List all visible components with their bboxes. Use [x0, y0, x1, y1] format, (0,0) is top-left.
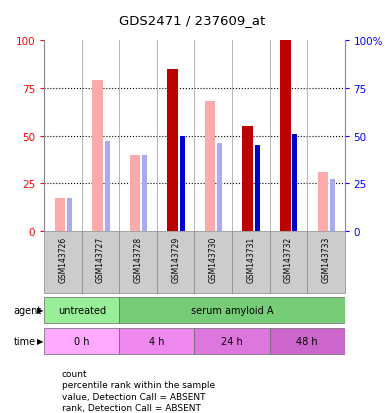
- Text: GDS2471 / 237609_at: GDS2471 / 237609_at: [119, 14, 266, 27]
- Bar: [105, 142, 110, 231]
- Bar: [119, 231, 157, 293]
- Bar: [44, 328, 119, 354]
- Text: 0 h: 0 h: [74, 336, 90, 346]
- Text: 4 h: 4 h: [149, 336, 165, 346]
- Bar: [180, 136, 185, 231]
- Bar: [330, 180, 335, 231]
- Text: time: time: [13, 336, 35, 346]
- Bar: [119, 328, 194, 354]
- Bar: [217, 144, 222, 231]
- Bar: [243, 127, 253, 231]
- Bar: [232, 231, 270, 293]
- Text: ▶: ▶: [37, 306, 43, 315]
- Text: GSM143729: GSM143729: [171, 236, 180, 282]
- Text: serum amyloid A: serum amyloid A: [191, 305, 273, 315]
- Bar: [157, 231, 194, 293]
- Text: value, Detection Call = ABSENT: value, Detection Call = ABSENT: [62, 392, 205, 401]
- Text: ▶: ▶: [37, 337, 43, 346]
- Text: percentile rank within the sample: percentile rank within the sample: [62, 380, 215, 389]
- Text: rank, Detection Call = ABSENT: rank, Detection Call = ABSENT: [62, 403, 201, 412]
- Text: GSM143728: GSM143728: [134, 236, 142, 282]
- Bar: [142, 155, 147, 231]
- Bar: [270, 231, 307, 293]
- Text: 24 h: 24 h: [221, 336, 243, 346]
- Text: 48 h: 48 h: [296, 336, 318, 346]
- Bar: [205, 102, 216, 231]
- Bar: [318, 172, 328, 231]
- Text: GSM143732: GSM143732: [284, 236, 293, 282]
- Bar: [167, 70, 178, 231]
- Text: agent: agent: [13, 305, 42, 315]
- Bar: [67, 199, 72, 231]
- Text: GSM143730: GSM143730: [209, 236, 218, 282]
- Text: GSM143733: GSM143733: [321, 236, 330, 282]
- Text: GSM143726: GSM143726: [59, 236, 67, 282]
- Text: count: count: [62, 369, 87, 378]
- Bar: [44, 231, 82, 293]
- Text: untreated: untreated: [58, 305, 106, 315]
- Bar: [119, 297, 345, 323]
- Text: GSM143727: GSM143727: [96, 236, 105, 282]
- Bar: [130, 155, 141, 231]
- Bar: [44, 297, 119, 323]
- Bar: [55, 199, 65, 231]
- Bar: [307, 231, 345, 293]
- Bar: [280, 41, 291, 231]
- Bar: [292, 134, 297, 231]
- Bar: [92, 81, 103, 231]
- Bar: [82, 231, 119, 293]
- Bar: [270, 328, 345, 354]
- Bar: [194, 231, 232, 293]
- Text: GSM143731: GSM143731: [246, 236, 255, 282]
- Bar: [194, 328, 270, 354]
- Bar: [255, 146, 260, 231]
